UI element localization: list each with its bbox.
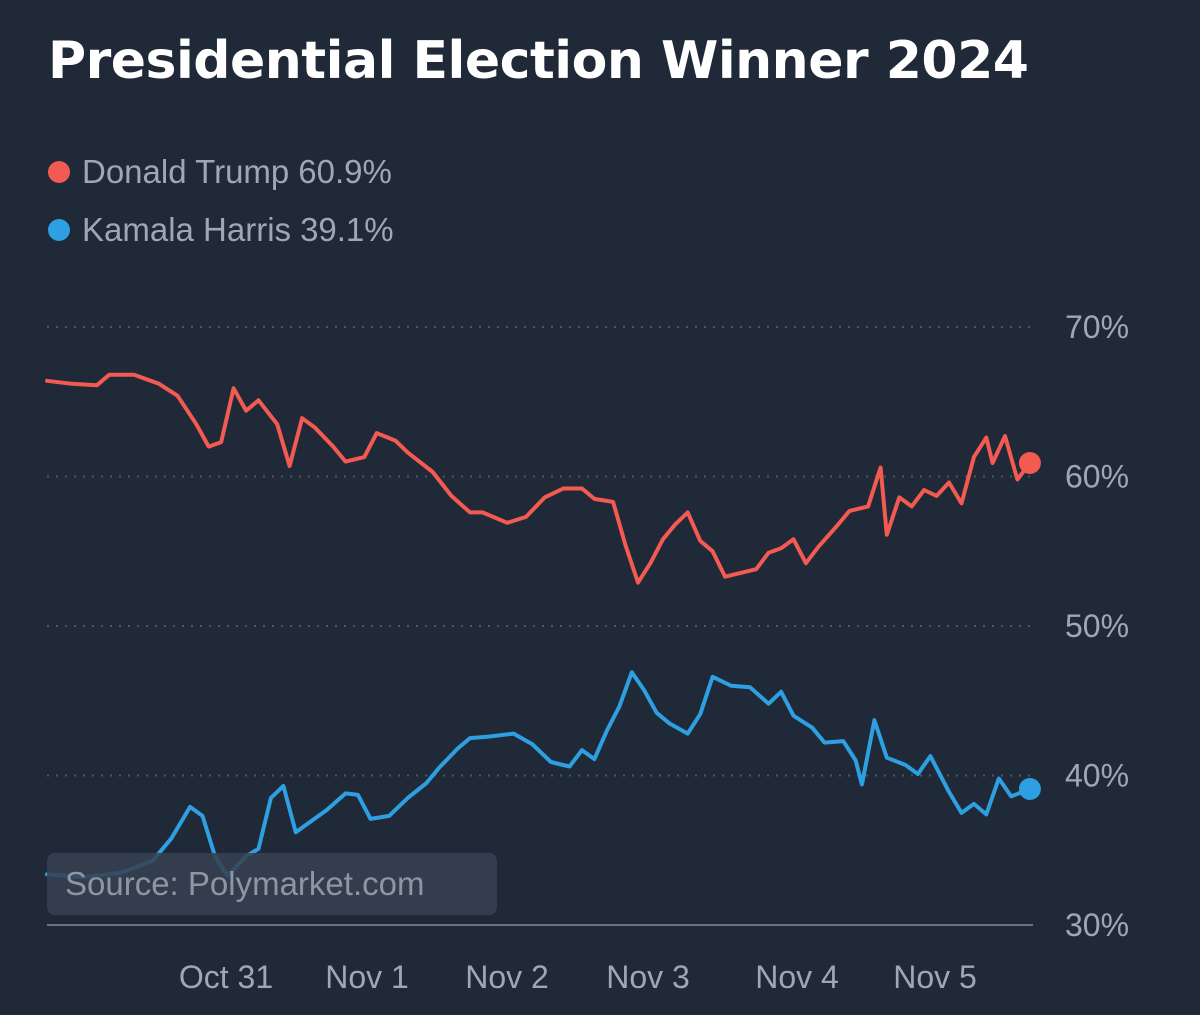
series-end-marker-trump[interactable] [1018,452,1041,474]
legend-value-harris: 39.1% [300,211,394,248]
x-tick-label: Nov 3 [606,959,690,995]
legend-name-trump: Donald Trump [82,153,290,190]
y-tick-label: 50% [1065,608,1129,644]
legend: Donald Trump 60.9% Kamala Harris 39.1% [48,148,394,264]
y-axis: 70% 60% 50% 40% 30% [1065,309,1129,943]
legend-dot-harris [48,219,70,241]
x-tick-label: Nov 1 [325,959,409,995]
source-badge: Source: Polymarket.com [47,853,497,915]
legend-item-harris[interactable]: Kamala Harris 39.1% [48,206,394,254]
chart-title: Presidential Election Winner 2024 [48,31,1029,91]
y-tick-label: 70% [1065,309,1129,345]
y-tick-label: 30% [1065,907,1129,943]
x-tick-label: Nov 4 [755,959,839,995]
x-tick-label: Nov 5 [893,959,977,995]
legend-value-trump: 60.9% [298,153,392,190]
legend-item-trump[interactable]: Donald Trump 60.9% [48,148,394,196]
x-axis: Oct 31 Nov 1 Nov 2 Nov 3 Nov 4 Nov 5 [179,959,977,995]
series-end-marker-harris[interactable] [1018,778,1041,800]
grid-layer [47,326,1033,926]
legend-name-harris: Kamala Harris [82,211,292,248]
x-tick-label: Nov 2 [465,959,549,995]
series-layer [45,372,1041,880]
x-tick-label: Oct 31 [179,959,273,995]
legend-dot-trump [48,161,70,183]
source-label: Source: Polymarket.com [65,865,425,902]
y-tick-label: 40% [1065,758,1129,794]
y-tick-label: 60% [1065,459,1129,495]
series-line-harris[interactable] [45,670,1032,880]
series-line-trump[interactable] [45,372,1032,585]
